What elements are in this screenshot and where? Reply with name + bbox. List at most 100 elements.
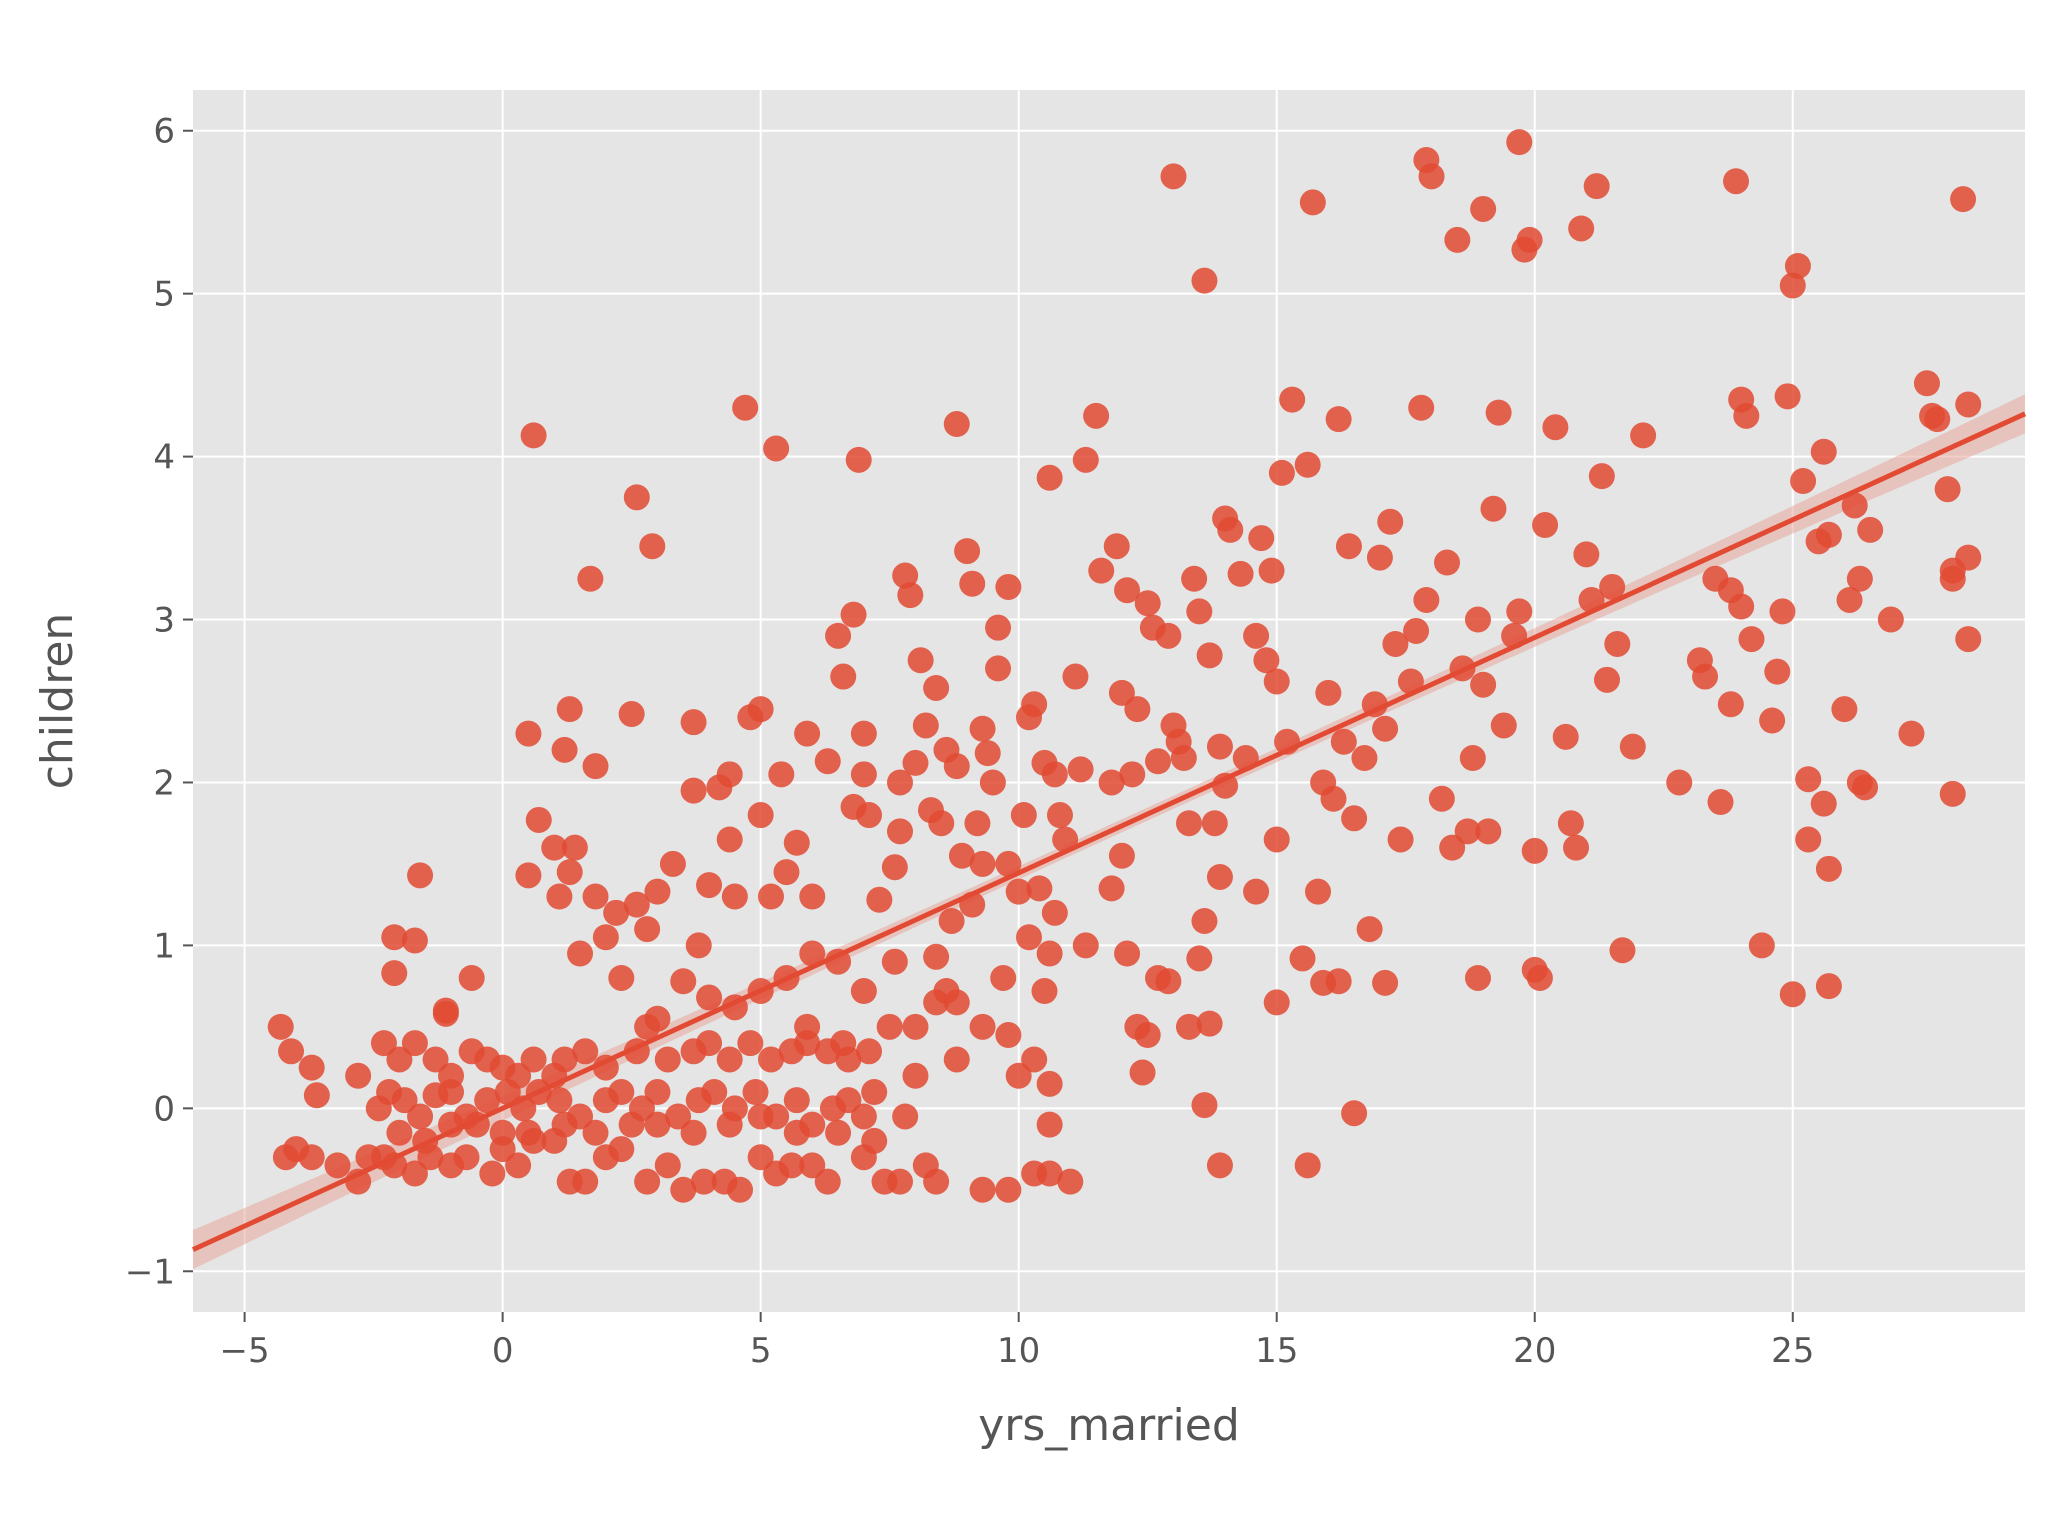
data-point [623, 891, 650, 918]
data-point [1748, 932, 1775, 959]
x-tick-label: 25 [1771, 1331, 1814, 1371]
data-point [298, 1144, 325, 1171]
data-point [881, 948, 908, 975]
data-point [938, 907, 965, 934]
data-point [1764, 658, 1791, 685]
data-point [902, 1013, 929, 1040]
data-point [1939, 780, 1966, 807]
data-point [1124, 696, 1151, 723]
data-point [644, 1005, 671, 1032]
data-point [1815, 521, 1842, 548]
data-point [386, 1046, 413, 1073]
x-tick-label: 20 [1513, 1331, 1556, 1371]
data-point [1062, 663, 1089, 690]
data-point [969, 1176, 996, 1203]
y-tick-label: 2 [153, 763, 175, 803]
data-point [432, 997, 459, 1024]
data-point [1924, 406, 1951, 433]
data-point [1877, 606, 1904, 633]
data-point [1593, 666, 1620, 693]
data-point [386, 1119, 413, 1146]
data-point [1305, 878, 1332, 905]
data-point [1588, 463, 1615, 490]
x-tick-label: 10 [997, 1331, 1040, 1371]
data-point [959, 570, 986, 597]
data-point [654, 1046, 681, 1073]
data-point [923, 674, 950, 701]
data-point [866, 886, 893, 913]
data-point [1114, 577, 1141, 604]
data-point [1294, 451, 1321, 478]
data-point [1532, 512, 1559, 539]
data-point [1475, 818, 1502, 845]
data-point [1263, 826, 1290, 853]
data-point [556, 696, 583, 723]
data-point [494, 1079, 521, 1106]
data-points [267, 129, 1982, 1203]
data-point [897, 582, 924, 609]
data-point [737, 1030, 764, 1057]
data-point [1413, 586, 1440, 613]
data-point [1526, 964, 1553, 991]
data-point [850, 761, 877, 788]
data-point [886, 1168, 913, 1195]
data-point [1439, 834, 1466, 861]
data-point [1036, 1111, 1063, 1138]
data-point [969, 715, 996, 742]
y-tick-label: 1 [153, 926, 175, 966]
data-point [1723, 168, 1750, 195]
data-point [985, 614, 1012, 641]
data-point [716, 761, 743, 788]
data-point [1795, 826, 1822, 853]
data-point [407, 862, 434, 889]
data-point [969, 1013, 996, 1040]
data-point [1846, 565, 1873, 592]
y-axis-label: children [32, 613, 83, 790]
data-point [1774, 383, 1801, 410]
data-point [964, 810, 991, 837]
data-point [1939, 565, 1966, 592]
data-point [1552, 723, 1579, 750]
data-point [990, 964, 1017, 991]
data-point [634, 916, 661, 943]
data-point [943, 989, 970, 1016]
data-point [556, 859, 583, 886]
data-point [515, 862, 542, 889]
data-point [1098, 769, 1125, 796]
data-point [1759, 707, 1786, 734]
data-point [1160, 163, 1187, 190]
data-point [1470, 195, 1497, 222]
data-point [886, 818, 913, 845]
data-point [1046, 802, 1073, 829]
data-point [696, 1030, 723, 1057]
data-point [1191, 1092, 1218, 1119]
data-point [747, 696, 774, 723]
data-point [1397, 668, 1424, 695]
y-axis-ticks: −1 0 1 2 3 4 5 6 [125, 112, 193, 1292]
data-point [1263, 668, 1290, 695]
data-point [995, 573, 1022, 600]
data-point [1335, 533, 1362, 560]
data-point [721, 883, 748, 910]
data-point [835, 1046, 862, 1073]
data-point [783, 829, 810, 856]
data-point [659, 850, 686, 877]
data-point [381, 924, 408, 951]
data-point [1341, 805, 1368, 832]
data-point [592, 1054, 619, 1081]
data-point [1299, 189, 1326, 216]
data-point [1119, 761, 1146, 788]
data-point [969, 850, 996, 877]
data-point [1016, 924, 1043, 951]
data-point [727, 1176, 754, 1203]
data-point [670, 968, 697, 995]
data-point [1841, 492, 1868, 519]
data-point [1315, 679, 1342, 706]
data-point [1506, 598, 1533, 625]
data-point [1243, 878, 1270, 905]
data-point [1557, 810, 1584, 837]
data-point [582, 883, 609, 910]
data-point [618, 1111, 645, 1138]
data-point [912, 712, 939, 739]
regression-line [191, 411, 2027, 1252]
